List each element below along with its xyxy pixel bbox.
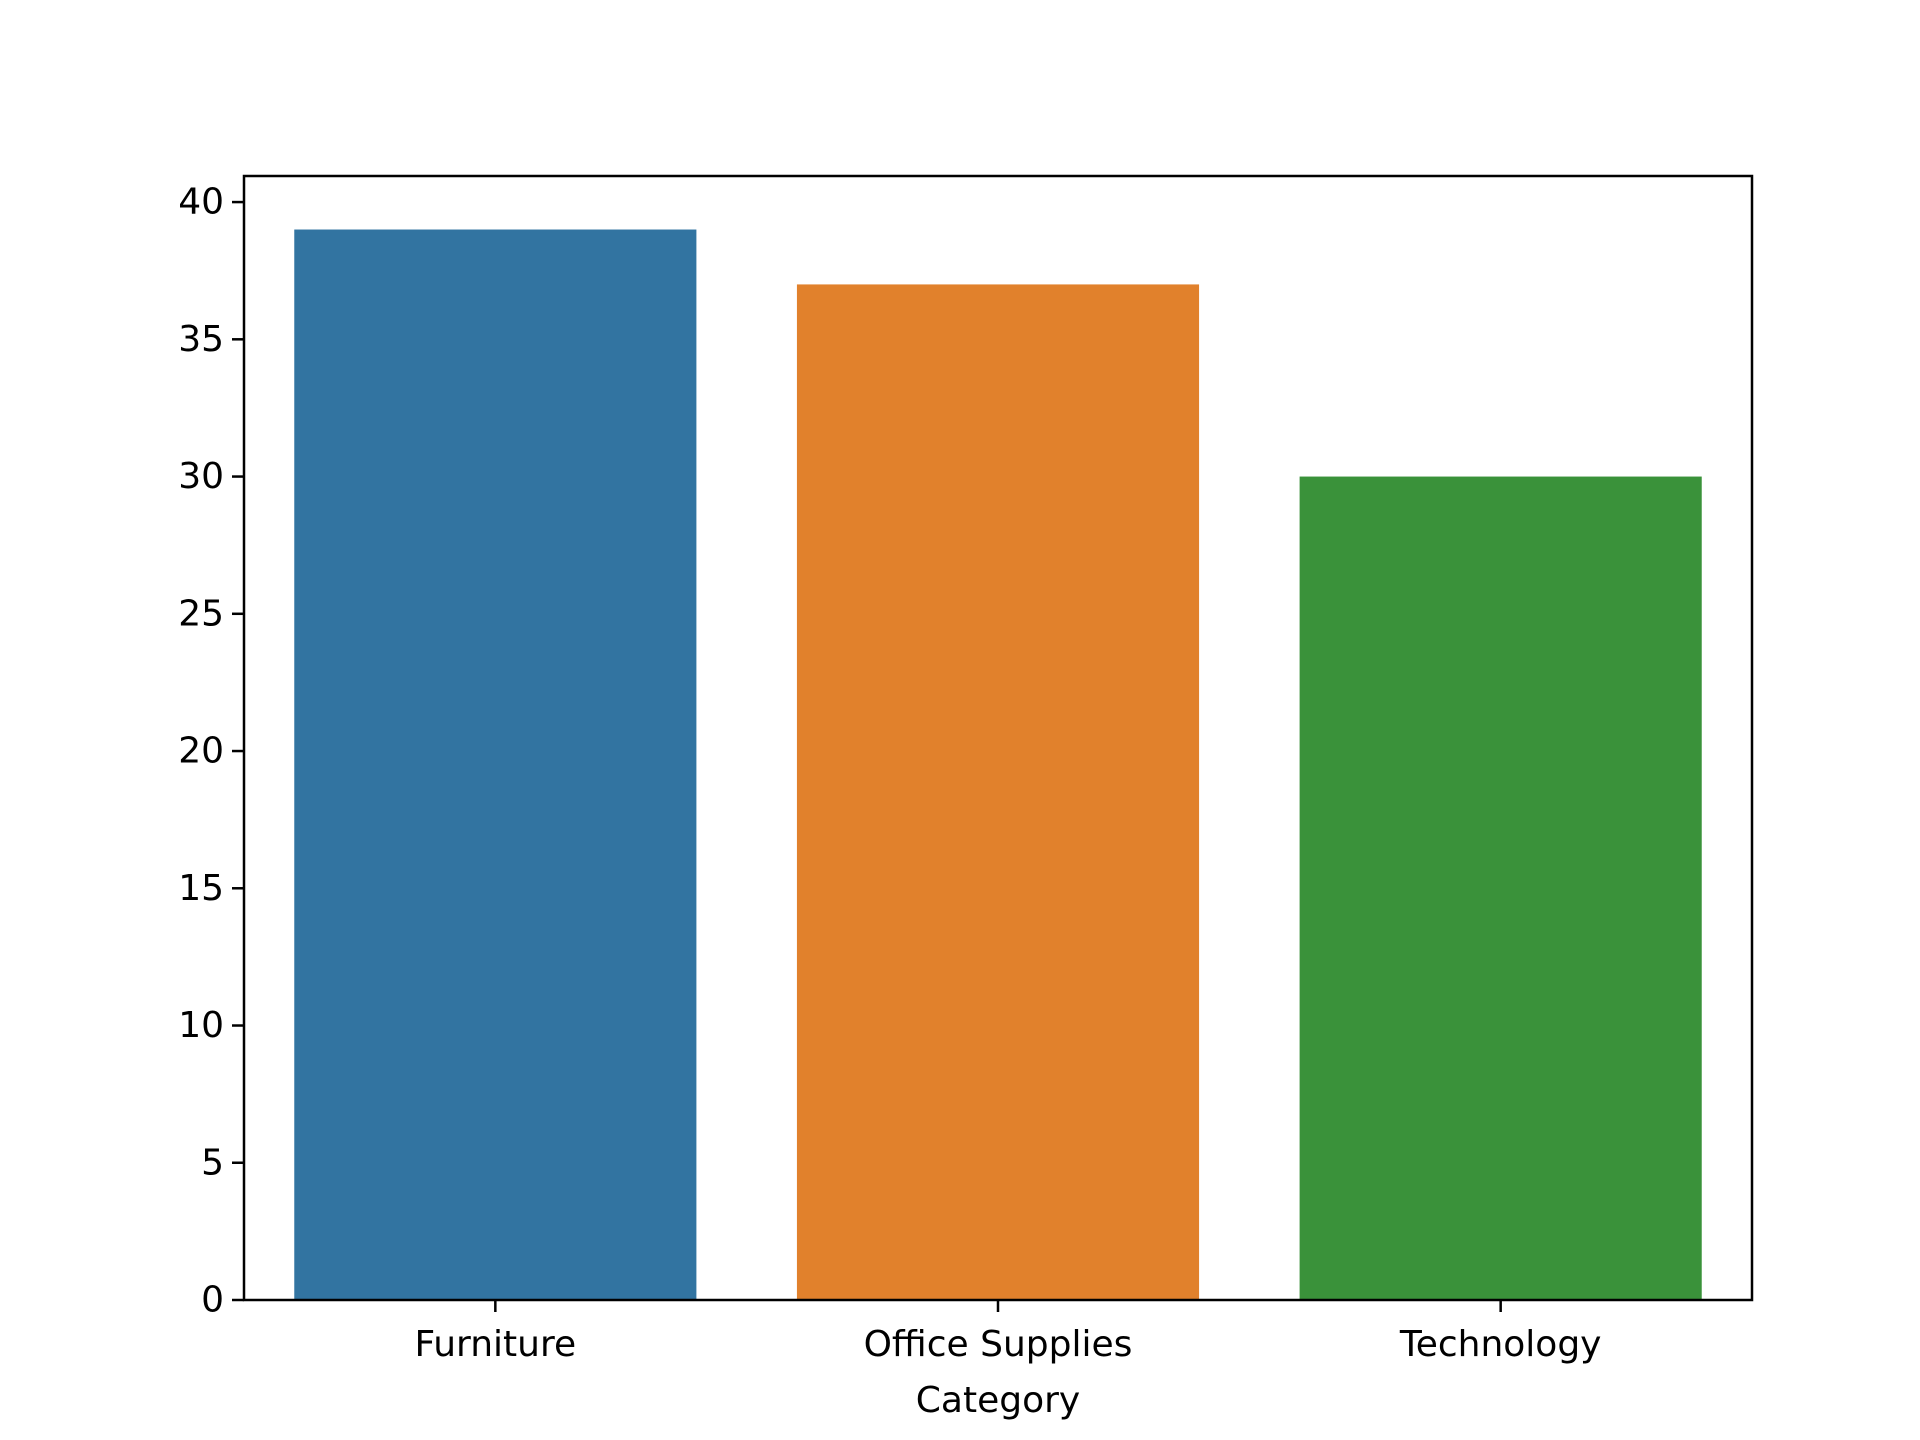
y-tick-label: 20: [178, 731, 224, 772]
bars-group: [294, 229, 1702, 1300]
plot-frame: [242, 174, 1754, 1302]
x-tick-label: Technology: [1399, 1324, 1602, 1365]
y-tick-label: 25: [178, 593, 224, 634]
y-tick-label: 35: [178, 319, 224, 360]
x-axis: Furniture Office Supplies Technology: [415, 1300, 1602, 1365]
bar-technology: [1299, 476, 1702, 1300]
x-tick-label: Office Supplies: [864, 1324, 1133, 1365]
y-axis: 0 5 10 15 20 25 30 35 40: [178, 182, 244, 1321]
bar-furniture: [294, 229, 697, 1300]
x-axis-label: Category: [916, 1380, 1080, 1421]
y-tick-label: 40: [178, 182, 224, 223]
y-tick-label: 10: [178, 1005, 224, 1046]
y-tick-label: 0: [201, 1280, 224, 1321]
y-tick-label: 15: [178, 868, 224, 909]
y-tick-label: 5: [201, 1142, 224, 1183]
bar-office-supplies: [796, 284, 1200, 1300]
y-tick-label: 30: [178, 456, 224, 497]
x-tick-label: Furniture: [415, 1324, 577, 1365]
